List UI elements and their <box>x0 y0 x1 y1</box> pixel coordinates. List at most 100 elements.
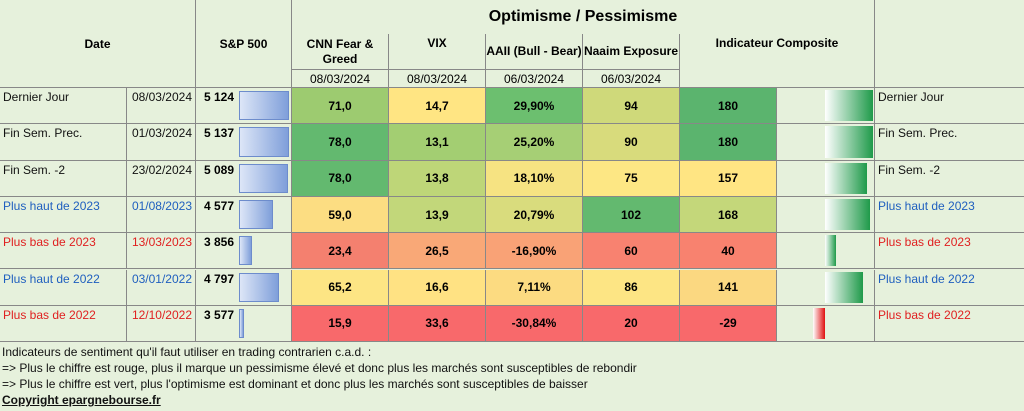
header-composite: Indicateur Composite <box>680 34 875 88</box>
row-label-right: Fin Sem. -2 <box>875 161 1024 197</box>
row-naaim-value: 60 <box>583 233 680 270</box>
row-label: Plus bas de 2022 <box>0 305 127 343</box>
header-naaim: Naaim Exposure <box>583 34 680 70</box>
row-sp500-value: 4 577 <box>196 197 237 234</box>
row-label: Fin Sem. Prec. <box>0 124 127 161</box>
row-sp500-value: 5 137 <box>196 124 237 161</box>
header-sp500: S&P 500 <box>196 0 292 88</box>
row-composite-bar-cell <box>777 160 875 197</box>
row-naaim-value: 75 <box>583 160 680 197</box>
row-naaim-value: 20 <box>583 305 680 343</box>
composite-positive-bar <box>825 198 870 231</box>
row-date: 01/08/2023 <box>127 196 196 234</box>
row-aaii-value: 20,79% <box>486 196 583 234</box>
row-composite-bar-cell <box>777 305 875 343</box>
row-label: Plus bas de 2023 <box>0 233 127 270</box>
row-sp500-bar-cell <box>237 88 292 125</box>
row-aaii-value: 29,90% <box>486 88 583 125</box>
row-naaim-value: 86 <box>583 269 680 306</box>
row-composite-value: 141 <box>680 269 777 306</box>
row-cnn-value: 59,0 <box>292 196 389 234</box>
sp500-bar <box>239 308 245 339</box>
row-sp500-value: 3 577 <box>196 306 237 343</box>
row-sp500-bar-cell <box>237 160 292 197</box>
row-vix-value: 26,5 <box>389 233 486 270</box>
sp500-bar <box>239 199 273 230</box>
row-cnn-value: 78,0 <box>292 160 389 197</box>
row-aaii-value: 7,11% <box>486 269 583 306</box>
header-aaii: AAII (Bull - Bear) <box>486 34 583 70</box>
header-composite-corner <box>875 0 1024 88</box>
sp500-bar <box>239 91 289 121</box>
row-aaii-value: 25,20% <box>486 124 583 161</box>
row-label: Fin Sem. -2 <box>0 160 127 197</box>
header-vix-date: 08/03/2024 <box>389 70 486 88</box>
row-label: Plus haut de 2022 <box>0 269 127 306</box>
row-cnn-value: 78,0 <box>292 124 389 161</box>
row-vix-value: 13,8 <box>389 160 486 197</box>
row-composite-value: 157 <box>680 160 777 197</box>
row-composite-value: 180 <box>680 124 777 161</box>
row-cnn-value: 71,0 <box>292 88 389 125</box>
row-composite-value: 168 <box>680 196 777 234</box>
footer-line-3: => Plus le chiffre est vert, plus l'opti… <box>2 377 588 391</box>
row-vix-value: 13,1 <box>389 124 486 161</box>
composite-positive-bar <box>825 271 863 303</box>
row-sp500-value: 5 089 <box>196 161 237 197</box>
composite-negative-bar <box>812 307 825 340</box>
row-naaim-value: 102 <box>583 196 680 234</box>
composite-positive-bar <box>825 235 836 267</box>
row-vix-value: 13,9 <box>389 196 486 234</box>
row-sp500-bar-cell <box>237 196 292 234</box>
row-vix-value: 14,7 <box>389 88 486 125</box>
row-sp500-bar-cell <box>237 233 292 270</box>
row-vix-value: 16,6 <box>389 269 486 306</box>
row-composite-bar-cell <box>777 269 875 306</box>
footer-copyright: Copyright epargnebourse.fr <box>2 393 161 407</box>
row-label-right: Plus bas de 2022 <box>875 306 1024 343</box>
row-vix-value: 33,6 <box>389 305 486 343</box>
row-label: Plus haut de 2023 <box>0 196 127 234</box>
footer-line-1: Indicateurs de sentiment qu'il faut util… <box>2 345 372 359</box>
sp500-bar <box>239 272 280 302</box>
row-sp500-value: 4 797 <box>196 270 237 306</box>
row-label-right: Plus haut de 2022 <box>875 270 1024 306</box>
composite-positive-bar <box>825 90 873 122</box>
header-group: Optimisme / Pessimisme <box>292 0 875 34</box>
header-cnn: CNN Fear & Greed <box>292 34 389 70</box>
row-cnn-value: 15,9 <box>292 305 389 343</box>
sp500-bar <box>239 236 253 266</box>
header-naaim-date: 06/03/2024 <box>583 70 680 88</box>
row-composite-value: 40 <box>680 233 777 270</box>
row-cnn-value: 65,2 <box>292 269 389 306</box>
row-sp500-value: 5 124 <box>196 88 237 125</box>
sp500-bar <box>239 127 290 157</box>
row-label-right: Dernier Jour <box>875 88 1024 125</box>
header-vix: VIX <box>389 34 486 70</box>
row-cnn-value: 23,4 <box>292 233 389 270</box>
header-cnn-date: 08/03/2024 <box>292 70 389 88</box>
row-aaii-value: 18,10% <box>486 160 583 197</box>
header-date: Date <box>0 0 196 88</box>
row-naaim-value: 90 <box>583 124 680 161</box>
row-label-right: Plus bas de 2023 <box>875 233 1024 270</box>
footer-line-2: => Plus le chiffre est rouge, plus il ma… <box>2 361 637 375</box>
row-sp500-bar-cell <box>237 269 292 306</box>
row-naaim-value: 94 <box>583 88 680 125</box>
sp500-bar <box>239 163 288 193</box>
row-composite-bar-cell <box>777 88 875 125</box>
row-date: 01/03/2024 <box>127 124 196 161</box>
composite-positive-bar <box>825 126 873 158</box>
row-composite-value: 180 <box>680 88 777 125</box>
row-composite-value: -29 <box>680 305 777 343</box>
row-sp500-bar-cell <box>237 124 292 161</box>
row-sp500-value: 3 856 <box>196 233 237 270</box>
row-composite-bar-cell <box>777 124 875 161</box>
row-date: 08/03/2024 <box>127 88 196 125</box>
row-date: 23/02/2024 <box>127 160 196 197</box>
row-date: 13/03/2023 <box>127 233 196 270</box>
row-label-right: Fin Sem. Prec. <box>875 124 1024 161</box>
composite-positive-bar <box>825 162 867 194</box>
row-label-right: Plus haut de 2023 <box>875 197 1024 234</box>
